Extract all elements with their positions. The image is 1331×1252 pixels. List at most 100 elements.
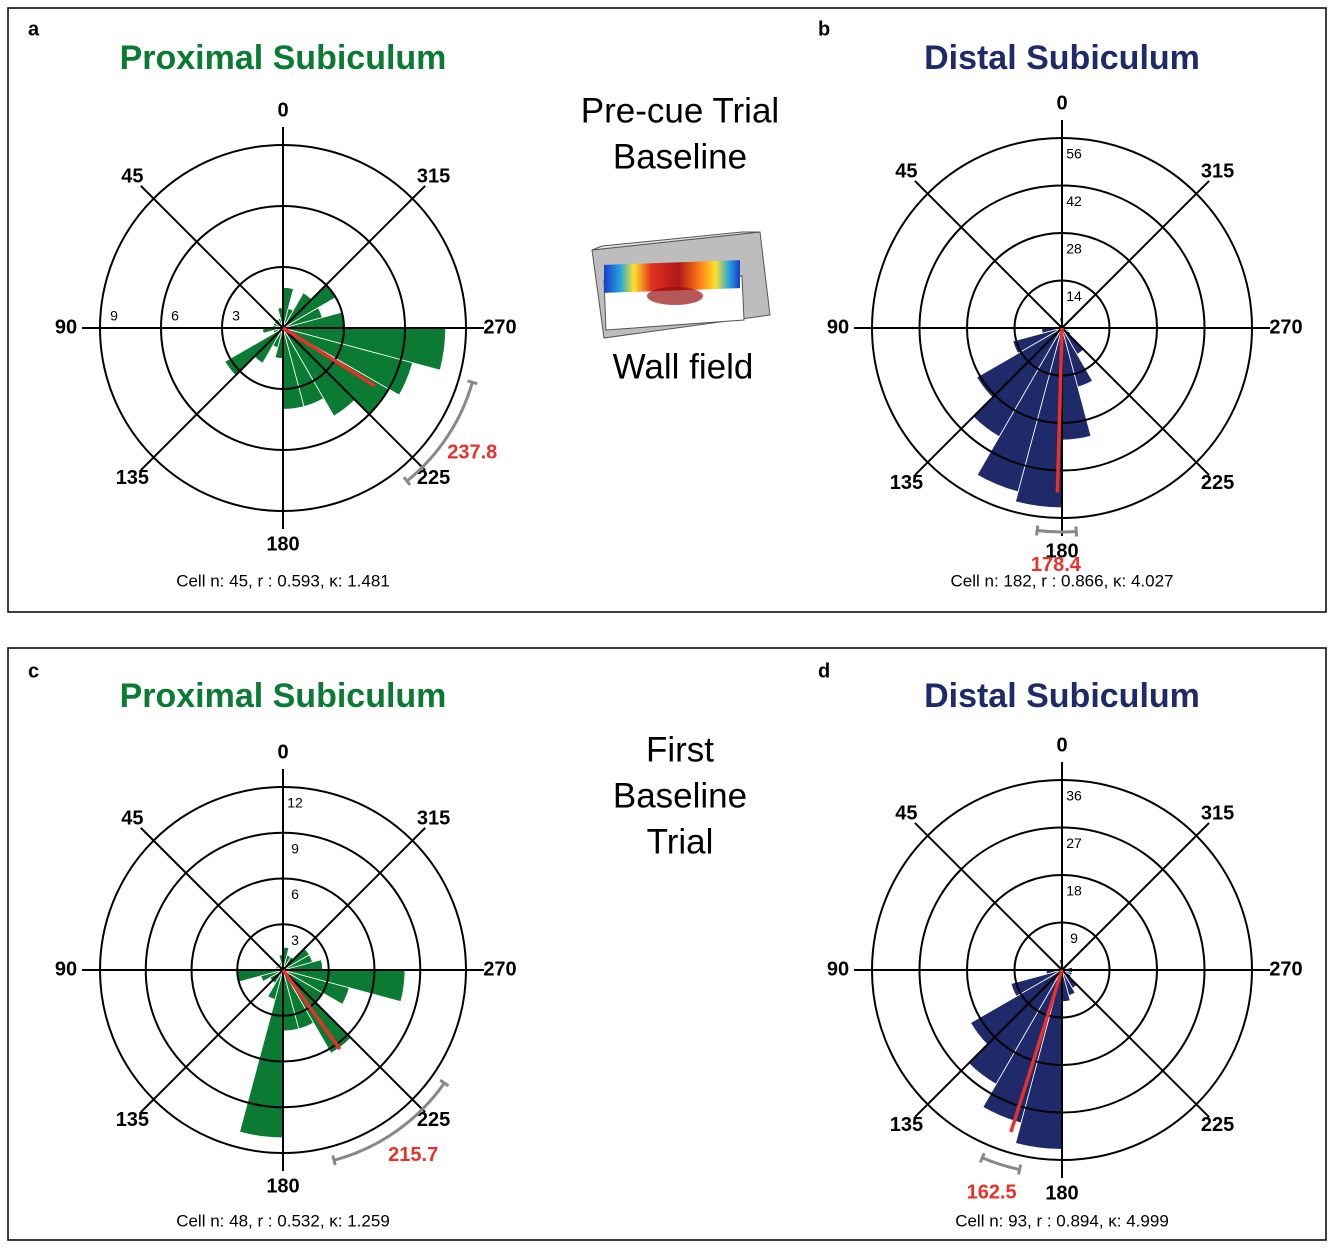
- angle-label: 45: [121, 166, 143, 188]
- angle-label: 180: [266, 1175, 299, 1197]
- mean-label: 215.7: [388, 1144, 438, 1166]
- spoke: [282, 185, 426, 329]
- spoke: [914, 327, 1063, 476]
- mean-label: 178.4: [1031, 554, 1082, 576]
- angle-label: 270: [1269, 316, 1302, 338]
- spoke: [140, 969, 284, 1113]
- r-tick-label: 42: [1066, 193, 1082, 209]
- wall-field-icon: [591, 231, 771, 339]
- angle-label: 270: [483, 316, 516, 338]
- panel-label: d: [818, 660, 830, 682]
- angle-label: 315: [1201, 803, 1234, 825]
- spoke: [1061, 822, 1210, 971]
- angle-label: 135: [890, 472, 923, 494]
- angle-label: 90: [827, 958, 849, 980]
- angle-label: 270: [483, 958, 516, 980]
- r-tick-label: 14: [1066, 288, 1082, 304]
- mean-vector: [1009, 969, 1064, 1133]
- angle-label: 270: [1269, 958, 1302, 980]
- rose-wedge: [224, 327, 284, 377]
- middle-label: Pre-cue Trial: [581, 91, 779, 130]
- spoke: [1061, 180, 1210, 329]
- angle-label: 225: [417, 1109, 450, 1131]
- stats: Cell n: 45, r : 0.593, κ: 1.481: [176, 571, 390, 590]
- angle-label: 315: [417, 808, 450, 830]
- angle-label: 45: [895, 161, 917, 183]
- angle-label: 315: [1201, 161, 1234, 183]
- panel-label: c: [28, 660, 39, 682]
- angle-label: 315: [417, 166, 450, 188]
- spoke: [282, 969, 426, 1113]
- middle-label: Baseline: [613, 776, 747, 815]
- mean-vector: [1055, 327, 1064, 493]
- panel-frame: [7, 7, 1327, 613]
- spoke: [914, 180, 1063, 329]
- angle-label: 90: [55, 316, 77, 338]
- angle-label: 45: [895, 803, 917, 825]
- angle-label: 135: [890, 1114, 923, 1136]
- spoke: [914, 969, 1063, 1118]
- r-tick-label: 9: [291, 840, 299, 856]
- spoke: [914, 822, 1063, 971]
- chart-title: Distal Subiculum: [924, 39, 1200, 77]
- r-tick-label: 9: [1070, 930, 1078, 946]
- mean-label: 162.5: [967, 1181, 1017, 1203]
- middle-label: Baseline: [613, 137, 747, 176]
- angle-label: 135: [116, 467, 149, 489]
- panel-label: b: [818, 18, 830, 40]
- ci-arc: [402, 379, 478, 486]
- angle-label: 45: [121, 808, 143, 830]
- r-tick-label: 56: [1066, 146, 1082, 162]
- r-tick-label: 9: [110, 308, 118, 324]
- panel-label: a: [28, 18, 40, 40]
- r-tick-label: 3: [232, 308, 240, 324]
- angle-label: 0: [277, 99, 288, 121]
- angle-label: 135: [116, 1109, 149, 1131]
- angle-label: 225: [417, 467, 450, 489]
- stats: Cell n: 48, r : 0.532, κ: 1.259: [176, 1211, 390, 1230]
- r-tick-label: 36: [1066, 788, 1082, 804]
- angle-label: 225: [1201, 472, 1234, 494]
- ci-arc: [331, 1078, 450, 1166]
- angle-label: 90: [55, 958, 77, 980]
- r-tick-label: 12: [287, 795, 303, 811]
- angle-label: 90: [827, 316, 849, 338]
- r-tick-label: 27: [1066, 835, 1082, 851]
- angle-label: 180: [1045, 1182, 1078, 1204]
- r-tick-label: 6: [171, 308, 179, 324]
- spoke: [140, 185, 284, 329]
- angle-label: 180: [266, 533, 299, 555]
- ci-arc: [978, 1152, 1023, 1175]
- spoke: [140, 327, 284, 471]
- middle-label: First: [646, 730, 714, 769]
- spoke: [1061, 969, 1210, 1118]
- angle-label: 0: [1056, 734, 1067, 756]
- spoke: [282, 827, 426, 971]
- heat-map: [604, 260, 740, 293]
- chart-title: Distal Subiculum: [924, 677, 1200, 715]
- chart-title: Proximal Subiculum: [120, 677, 447, 715]
- ci-arc: [1035, 525, 1079, 537]
- spoke: [1061, 327, 1210, 476]
- stats: Cell n: 93, r : 0.894, κ: 4.999: [955, 1211, 1169, 1230]
- rose-wedge: [1061, 327, 1094, 388]
- angle-label: 180: [1045, 540, 1078, 562]
- spoke: [282, 327, 426, 471]
- chart-title: Proximal Subiculum: [120, 39, 447, 77]
- angle-label: 225: [1201, 1114, 1234, 1136]
- r-tick-label: 18: [1066, 883, 1082, 899]
- stats: Cell n: 182, r : 0.866, κ: 4.027: [950, 571, 1173, 590]
- middle-caption: Wall field: [613, 347, 754, 386]
- mean-label: 237.8: [447, 442, 497, 464]
- r-tick-label: 6: [291, 886, 299, 902]
- angle-label: 0: [1056, 92, 1067, 114]
- angle-label: 0: [277, 741, 288, 763]
- spoke: [140, 827, 284, 971]
- panel-frame: [7, 647, 1327, 1241]
- mean-vector: [281, 968, 342, 1051]
- r-tick-label: 3: [291, 932, 299, 948]
- middle-label: Trial: [647, 822, 714, 861]
- mean-vector: [282, 326, 376, 388]
